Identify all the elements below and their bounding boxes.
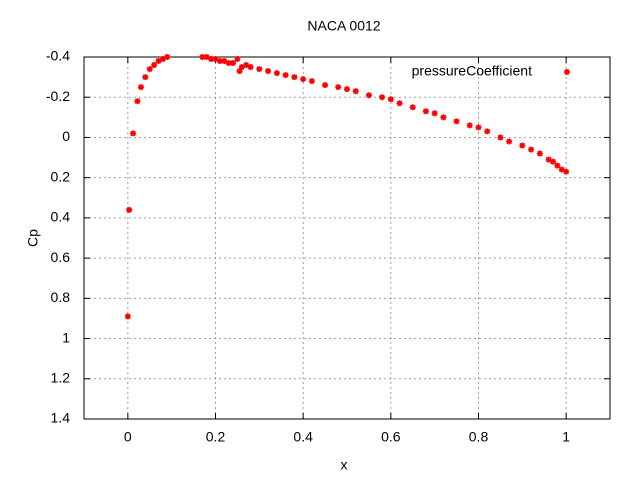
chart-title: NACA 0012 bbox=[307, 18, 380, 34]
data-point bbox=[134, 98, 141, 105]
data-point bbox=[422, 108, 429, 115]
data-point bbox=[431, 110, 438, 117]
data-point bbox=[164, 54, 171, 60]
data-point bbox=[208, 56, 215, 63]
data-point bbox=[282, 72, 289, 79]
data-point bbox=[322, 82, 329, 89]
x-tick-label: 0.6 bbox=[381, 429, 401, 445]
plot-frame bbox=[83, 56, 611, 420]
data-point bbox=[225, 60, 232, 67]
y-tick-label: 0.8 bbox=[51, 289, 71, 305]
data-point bbox=[453, 118, 460, 125]
data-point bbox=[563, 168, 570, 175]
data-point bbox=[308, 78, 315, 85]
x-tick-label: 0 bbox=[124, 429, 132, 445]
data-point bbox=[247, 64, 254, 71]
data-point bbox=[409, 104, 416, 111]
data-point bbox=[379, 94, 386, 101]
y-tick-label: 1.2 bbox=[51, 369, 71, 385]
data-point bbox=[216, 58, 223, 65]
data-point bbox=[352, 88, 359, 95]
x-axis-label: x bbox=[341, 457, 348, 473]
data-point bbox=[212, 56, 219, 63]
data-point bbox=[440, 114, 447, 121]
legend-label: pressureCoefficient bbox=[412, 63, 532, 79]
data-point bbox=[234, 56, 241, 63]
data-point bbox=[151, 62, 158, 69]
data-point bbox=[466, 122, 473, 129]
data-point bbox=[230, 60, 237, 67]
data-point bbox=[238, 64, 245, 71]
data-point bbox=[199, 54, 206, 60]
data-point bbox=[236, 68, 243, 75]
data-point bbox=[536, 150, 543, 157]
data-point bbox=[126, 206, 133, 213]
data-point bbox=[497, 134, 504, 141]
data-point bbox=[159, 56, 166, 63]
x-tick-label: 0.4 bbox=[293, 429, 313, 445]
y-axis-label: Cp bbox=[25, 229, 41, 247]
data-point bbox=[155, 58, 162, 65]
data-point bbox=[243, 62, 250, 69]
data-point bbox=[256, 66, 263, 73]
y-tick-label: -0.2 bbox=[46, 88, 70, 104]
data-point bbox=[130, 130, 137, 137]
x-tick-label: 0.8 bbox=[469, 429, 489, 445]
y-tick-label: 0.6 bbox=[51, 249, 71, 265]
data-point bbox=[528, 146, 535, 153]
data-point bbox=[554, 162, 561, 169]
data-point bbox=[265, 68, 272, 75]
y-tick-label: 0.2 bbox=[51, 168, 71, 184]
data-point bbox=[475, 124, 482, 131]
x-tick-label: 1 bbox=[562, 429, 570, 445]
data-point bbox=[344, 86, 350, 93]
data-point bbox=[396, 100, 403, 107]
data-point bbox=[273, 70, 280, 77]
y-tick-label: 1.4 bbox=[51, 410, 71, 426]
data-point bbox=[365, 92, 372, 99]
data-point bbox=[291, 74, 298, 81]
data-point bbox=[203, 54, 210, 60]
y-tick-label: 1 bbox=[62, 329, 70, 345]
data-point bbox=[558, 166, 565, 173]
data-point bbox=[335, 84, 342, 91]
data-point bbox=[550, 158, 557, 165]
y-tick-label: -0.4 bbox=[46, 48, 70, 64]
data-point bbox=[146, 66, 153, 73]
data-point bbox=[300, 76, 307, 83]
y-tick-label: 0.4 bbox=[51, 209, 71, 225]
data-point bbox=[484, 128, 491, 135]
y-tick-label: 0 bbox=[62, 128, 70, 144]
x-tick-label: 0.2 bbox=[206, 429, 226, 445]
data-point bbox=[137, 84, 144, 91]
data-point bbox=[387, 96, 394, 103]
data-point bbox=[545, 156, 552, 163]
legend-marker bbox=[564, 69, 570, 75]
data-point bbox=[519, 142, 526, 149]
data-point bbox=[124, 313, 131, 320]
data-point bbox=[142, 74, 149, 81]
data-point bbox=[221, 58, 228, 65]
data-point bbox=[506, 138, 513, 145]
